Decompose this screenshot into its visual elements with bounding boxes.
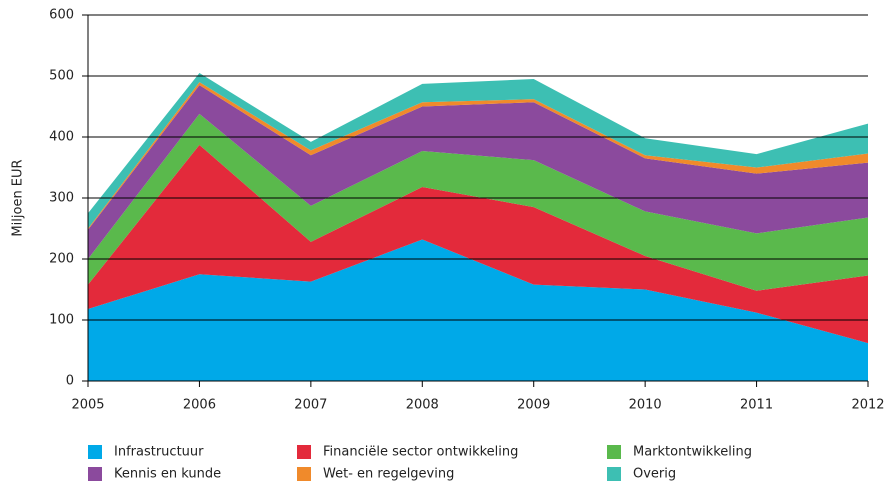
legend-label: Kennis en kunde	[114, 467, 221, 482]
y-axis-label: Miljoen EUR	[11, 159, 26, 236]
legend-label: Overig	[633, 467, 676, 482]
area	[88, 85, 868, 260]
x-tick-label: 2011	[740, 398, 773, 413]
x-tick-label: 2008	[406, 398, 439, 413]
area	[88, 72, 868, 229]
x-tick-label: 2010	[629, 398, 662, 413]
x-tick-label: 2007	[294, 398, 327, 413]
area	[88, 113, 868, 291]
legend-swatch	[607, 445, 621, 459]
legend-label: Financiële sector ontwikkeling	[323, 445, 518, 460]
y-tick-label: 500	[49, 69, 74, 84]
legend-label: Infrastructuur	[114, 445, 204, 460]
x-tick-label: 2009	[517, 398, 550, 413]
y-tick-label: 300	[49, 191, 74, 206]
y-tick-label: 0	[66, 374, 74, 389]
legend-swatch	[88, 467, 102, 481]
legend-swatch	[297, 467, 311, 481]
x-tick-label: 2006	[183, 398, 216, 413]
legend-label: Marktontwikkeling	[633, 445, 752, 460]
area	[88, 239, 868, 381]
area	[88, 144, 868, 344]
x-tick-label: 2005	[71, 398, 104, 413]
x-tick-label: 2012	[851, 398, 884, 413]
y-tick-label: 200	[49, 252, 74, 267]
legend-swatch	[607, 467, 621, 481]
legend-swatch	[88, 445, 102, 459]
legend-label: Wet- en regelgeving	[323, 467, 454, 482]
y-tick-label: 600	[49, 8, 74, 23]
y-tick-label: 100	[49, 313, 74, 328]
legend-swatch	[297, 445, 311, 459]
y-tick-label: 400	[49, 130, 74, 145]
